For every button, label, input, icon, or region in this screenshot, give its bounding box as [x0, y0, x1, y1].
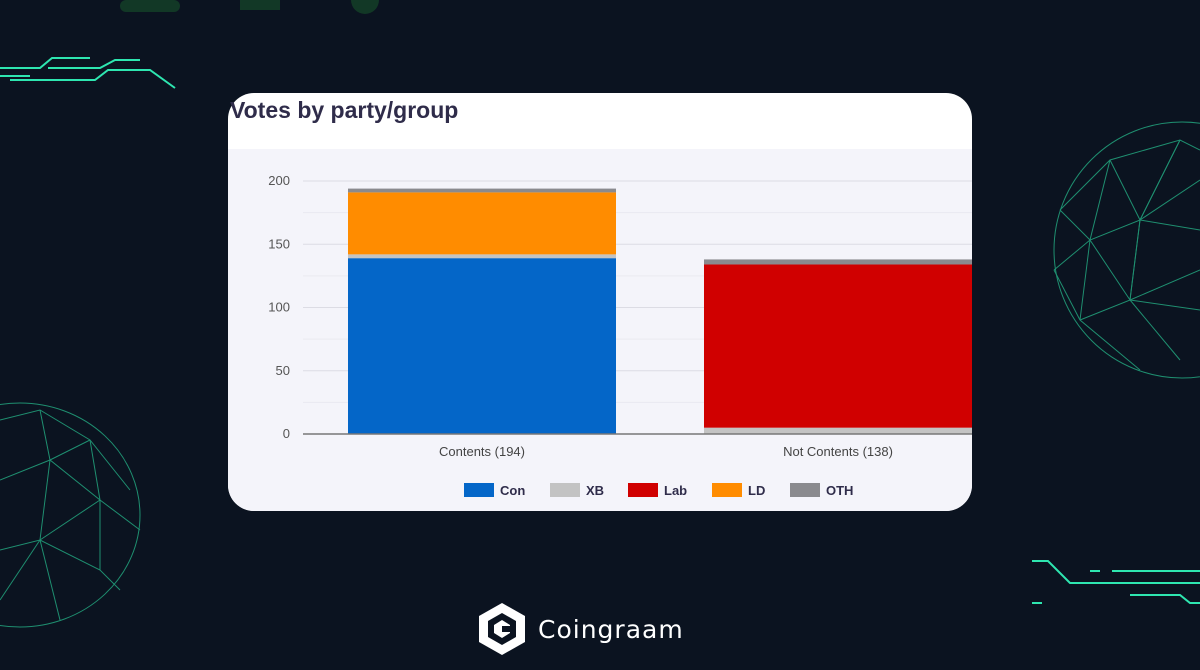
- circuit-lines-bottom-right: [1032, 560, 1200, 604]
- legend-swatch-lab: [628, 483, 658, 497]
- legend-label-xb: XB: [586, 483, 604, 498]
- y-tick-label: 150: [268, 236, 290, 251]
- legend-label-ld: LD: [748, 483, 765, 498]
- wireframe-sphere-right: [1053, 121, 1200, 379]
- wireframe-sphere-left: [0, 402, 141, 628]
- bar-segment-ld: [348, 192, 616, 255]
- y-tick-label: 100: [268, 300, 290, 315]
- x-category-label: Not Contents (138): [783, 444, 893, 459]
- bar-segment-xb: [704, 427, 972, 434]
- legend-label-oth: OTH: [826, 483, 853, 498]
- x-category-label: Contents (194): [439, 444, 525, 459]
- coingraam-hexagon-logo-icon: [479, 603, 525, 655]
- y-tick-label: 50: [276, 363, 290, 378]
- chart-card: 0 50 100 150 200 Contents (194) Not Contents (…: [228, 93, 972, 511]
- bar-segment-oth: [704, 259, 972, 265]
- legend-label-con: Con: [500, 483, 525, 498]
- brand-footer: Coingraam: [476, 601, 684, 657]
- bar-segment-xb: [348, 254, 616, 259]
- chart-plot-background: 0 50 100 150 200 Contents (194) Not Contents (…: [228, 149, 972, 511]
- bar-segment-lab: [704, 264, 972, 428]
- legend-swatch-xb: [550, 483, 580, 497]
- stacked-bar-chart: 0 50 100 150 200 Contents (194) Not Contents (…: [268, 173, 972, 498]
- partial-logo-decoration-top: [120, 0, 379, 14]
- bar-segment-oth: [348, 188, 616, 193]
- bar-segment-con: [348, 258, 616, 434]
- legend-swatch-ld: [712, 483, 742, 497]
- y-tick-label: 0: [283, 426, 290, 441]
- circuit-lines-top-left: [0, 57, 176, 89]
- chart-title: Votes by party/group: [230, 97, 459, 123]
- legend-label-lab: Lab: [664, 483, 687, 498]
- brand-name: Coingraam: [538, 614, 684, 644]
- legend-swatch-con: [464, 483, 494, 497]
- legend-swatch-oth: [790, 483, 820, 497]
- y-tick-label: 200: [268, 173, 290, 188]
